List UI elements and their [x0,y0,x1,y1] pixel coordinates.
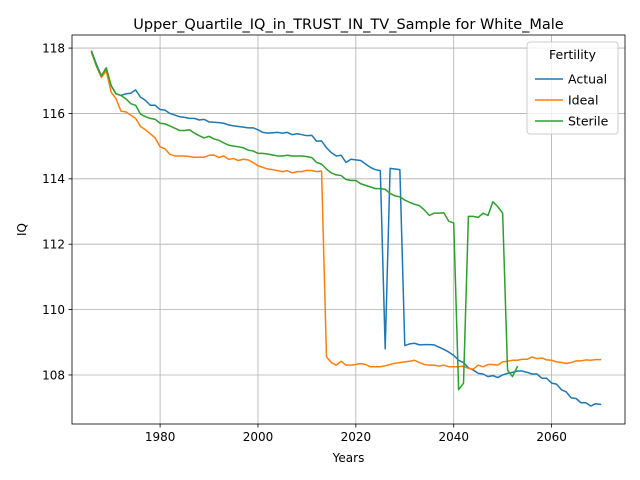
x-tick-label: 2020 [341,430,372,444]
plot-frame [71,34,626,425]
series-lines [90,50,602,407]
series-line-sterile [90,50,519,391]
y-tick-label: 108 [42,368,65,382]
legend-title: Fertility [549,47,597,62]
x-tick-label: 2000 [243,430,274,444]
legend: Fertility Actual Ideal Sterile [526,41,619,135]
x-axis-title: Years [332,451,365,465]
legend-label-actual: Actual [568,72,607,87]
x-tick-label: 2060 [536,430,567,444]
x-tick-label: 1980 [145,430,176,444]
legend-label-ideal: Ideal [568,93,598,108]
legend-box [526,41,619,135]
y-tick-label: 110 [42,303,65,317]
y-tick-label: 112 [42,238,65,252]
y-tick-label: 118 [42,41,65,55]
y-tick-label: 116 [42,107,65,121]
x-tick-label: 2040 [438,430,469,444]
legend-entries: Actual Ideal Sterile [535,72,609,129]
chart-title: Upper_Quartile_IQ_in_TRUST_IN_TV_Sample … [133,17,564,33]
legend-label-sterile: Sterile [568,114,609,129]
y-axis-title: IQ [15,223,29,236]
axes: 1980 2000 2020 2040 2060 108 110 112 114 116 118 [42,41,567,444]
series-line-ideal [90,52,602,370]
y-tick-label: 114 [42,172,65,186]
